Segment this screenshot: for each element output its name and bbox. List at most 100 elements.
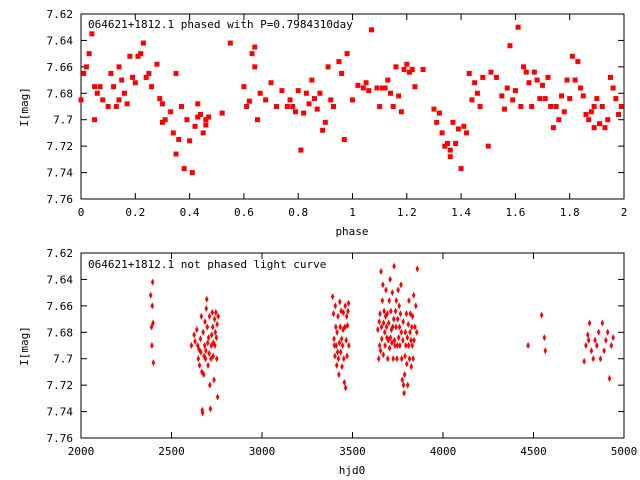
data-point — [588, 109, 594, 115]
data-point — [567, 96, 573, 102]
top-y-axis-label: I[mag] — [18, 87, 31, 127]
data-point — [332, 342, 337, 349]
data-point — [434, 119, 440, 125]
data-point — [366, 88, 372, 94]
data-point — [379, 268, 383, 275]
data-point — [189, 170, 195, 176]
data-point — [436, 110, 442, 116]
data-point — [159, 101, 165, 107]
data-point — [401, 318, 405, 326]
data-point — [377, 318, 382, 326]
data-point — [130, 74, 136, 80]
data-point — [389, 307, 393, 315]
data-point — [257, 90, 263, 96]
data-point — [309, 77, 315, 83]
data-point — [407, 297, 411, 305]
data-point — [415, 265, 420, 273]
data-point — [119, 77, 125, 83]
data-point — [595, 342, 599, 349]
data-point — [575, 59, 581, 65]
data-point — [529, 104, 535, 109]
x-tick-label: 1.6 — [505, 206, 525, 219]
data-point — [405, 381, 410, 389]
data-point — [610, 85, 616, 91]
data-point — [550, 125, 556, 131]
data-point — [347, 342, 351, 349]
data-point — [197, 345, 201, 353]
data-point — [381, 319, 386, 327]
data-point — [378, 310, 382, 318]
data-point — [273, 104, 279, 109]
data-point — [393, 307, 398, 315]
data-point — [474, 90, 480, 96]
data-point — [388, 90, 394, 96]
data-point — [398, 109, 404, 115]
data-point — [211, 352, 215, 360]
bottom-chart-title: 064621+1812.1 not phased light curve — [88, 258, 326, 271]
data-point — [202, 352, 206, 360]
data-point — [377, 104, 383, 109]
y-tick-label: 7.62 — [47, 8, 74, 21]
data-point — [589, 347, 594, 355]
data-point — [602, 125, 608, 131]
data-point — [396, 93, 402, 99]
data-point — [335, 328, 339, 336]
data-point — [138, 51, 144, 57]
data-point — [526, 342, 530, 349]
data-point — [439, 130, 445, 136]
data-point — [412, 84, 418, 90]
data-point — [580, 93, 586, 99]
data-point — [402, 371, 407, 379]
data-point — [586, 331, 590, 339]
data-point — [209, 331, 214, 339]
data-point — [464, 130, 470, 136]
data-point — [203, 355, 208, 363]
data-point — [377, 342, 382, 349]
data-point — [314, 106, 320, 112]
data-point — [413, 323, 417, 331]
data-point — [92, 117, 98, 123]
data-point — [587, 319, 592, 327]
data-point — [227, 40, 233, 46]
data-point — [458, 166, 464, 172]
data-point — [376, 326, 380, 334]
data-point — [345, 322, 350, 330]
data-point — [591, 104, 597, 109]
data-point — [173, 70, 179, 76]
data-point — [383, 312, 388, 320]
data-point — [384, 286, 388, 294]
data-point — [328, 97, 334, 103]
data-point — [407, 355, 412, 363]
top-data-points — [78, 24, 624, 176]
data-point — [412, 336, 416, 344]
y-tick-label: 7.68 — [47, 326, 74, 339]
data-point — [116, 64, 122, 70]
data-point — [252, 64, 258, 70]
data-point — [407, 69, 413, 75]
data-point — [150, 278, 155, 286]
data-point — [249, 51, 255, 57]
data-point — [331, 310, 336, 318]
data-point — [78, 97, 84, 103]
data-point — [394, 297, 399, 305]
data-point — [124, 101, 130, 107]
data-point — [411, 291, 416, 299]
data-point — [397, 323, 402, 331]
data-point — [339, 70, 345, 76]
data-point — [210, 308, 215, 316]
bottom-data-points — [148, 262, 615, 417]
data-point — [339, 335, 344, 343]
data-point — [543, 347, 548, 355]
data-point — [146, 70, 152, 76]
data-point — [200, 409, 205, 417]
data-point — [397, 302, 401, 310]
data-point — [374, 85, 380, 91]
data-point — [330, 104, 336, 109]
data-point — [89, 31, 95, 37]
data-point — [208, 381, 212, 389]
data-point — [192, 331, 196, 339]
data-point — [607, 375, 612, 383]
data-point — [363, 80, 369, 86]
data-point — [189, 342, 194, 349]
y-tick-label: 7.76 — [47, 432, 74, 445]
